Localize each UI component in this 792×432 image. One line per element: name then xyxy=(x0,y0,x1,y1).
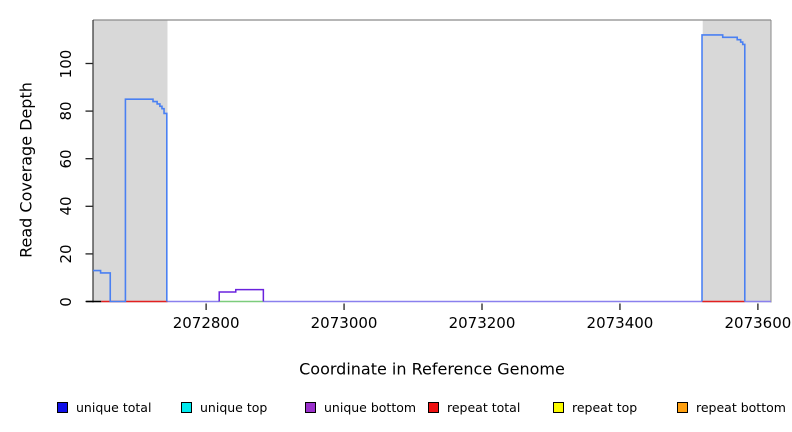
x-tick-label: 2073600 xyxy=(724,314,792,332)
y-tick-label: 80 xyxy=(57,101,75,121)
series-unique-total-right xyxy=(701,34,746,302)
y-tick-label: 0 xyxy=(57,296,75,307)
x-axis-label: Coordinate in Reference Genome xyxy=(299,359,565,379)
legend-label: unique total xyxy=(76,400,152,415)
legend-swatch-icon xyxy=(553,402,564,413)
legend-label: unique top xyxy=(200,400,268,415)
legend-item-unique-total: unique total xyxy=(57,400,152,415)
series-unique-total-left xyxy=(93,98,168,303)
legend-label: repeat top xyxy=(572,400,638,415)
legend-swatch-icon xyxy=(181,402,192,413)
legend-swatch-icon xyxy=(428,402,439,413)
legend-item-repeat-top: repeat top xyxy=(553,400,638,415)
y-axis-label: Read Coverage Depth xyxy=(16,82,36,258)
legend-item-repeat-bottom: repeat bottom xyxy=(677,400,786,415)
series-unique-bottom-bump xyxy=(218,288,265,302)
legend-item-unique-bottom: unique bottom xyxy=(305,400,417,415)
y-tick-label: 60 xyxy=(57,149,75,169)
legend-swatch-icon xyxy=(57,402,68,413)
x-tick-label: 2072800 xyxy=(172,314,240,332)
legend-label: repeat total xyxy=(447,400,521,415)
legend-swatch-icon xyxy=(677,402,688,413)
legend-item-unique-top: unique top xyxy=(181,400,268,415)
y-tick-label: 40 xyxy=(57,196,75,216)
y-tick-label: 100 xyxy=(57,49,75,78)
legend-label: unique bottom xyxy=(324,400,417,415)
x-tick-label: 2073400 xyxy=(586,314,654,332)
x-tick-label: 2073000 xyxy=(310,314,378,332)
legend-swatch-icon xyxy=(305,402,316,413)
x-tick-label: 2073200 xyxy=(448,314,516,332)
legend-item-repeat-total: repeat total xyxy=(428,400,521,415)
repeat-region-shading xyxy=(93,19,168,303)
legend-label: repeat bottom xyxy=(696,400,786,415)
repeat-region-shading xyxy=(702,19,771,303)
y-tick-label: 20 xyxy=(57,244,75,264)
